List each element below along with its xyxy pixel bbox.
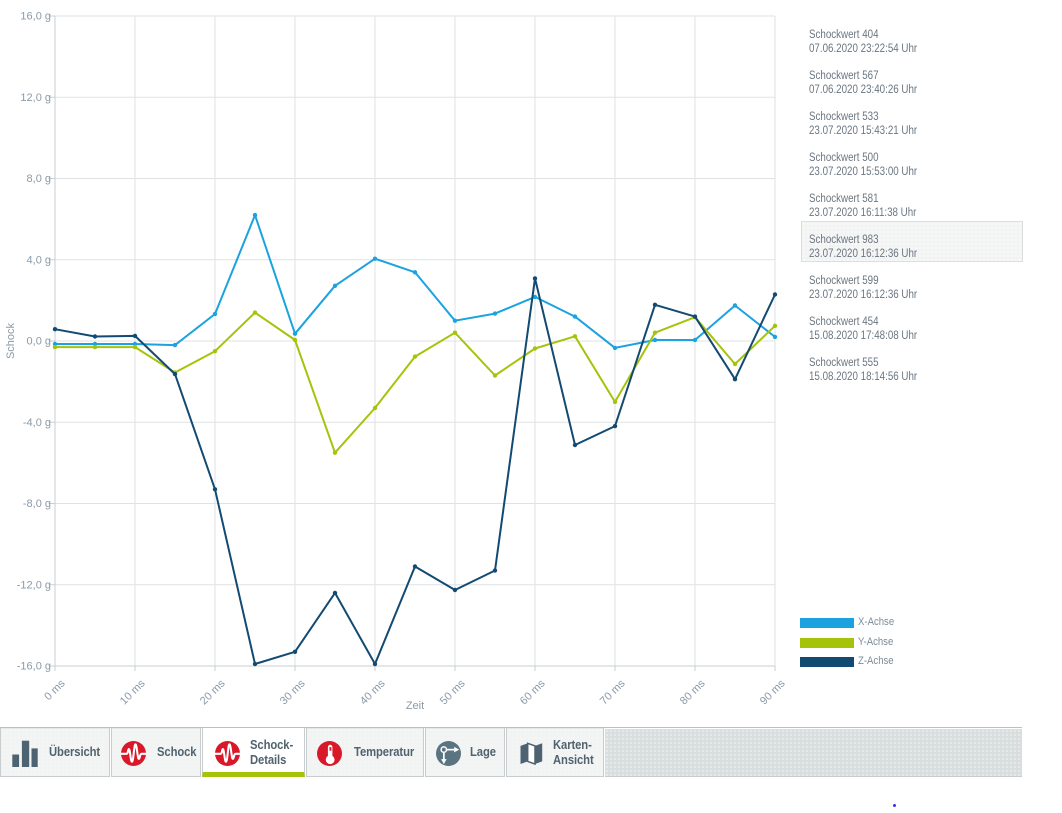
svg-text:50 ms: 50 ms <box>438 677 468 707</box>
svg-text:4,0 g: 4,0 g <box>27 254 51 266</box>
svg-text:20 ms: 20 ms <box>198 677 228 707</box>
svg-text:Schock: Schock <box>5 322 17 359</box>
svg-text:8,0 g: 8,0 g <box>27 173 51 185</box>
svg-text:16,0 g: 16,0 g <box>20 11 51 23</box>
svg-text:80 ms: 80 ms <box>678 677 708 707</box>
svg-text:12,0 g: 12,0 g <box>20 92 51 104</box>
svg-text:Zeit: Zeit <box>406 700 424 712</box>
svg-text:10 ms: 10 ms <box>118 677 148 707</box>
svg-text:-12,0 g: -12,0 g <box>17 579 51 591</box>
svg-text:0,0 g: 0,0 g <box>27 336 51 348</box>
svg-text:70 ms: 70 ms <box>598 677 628 707</box>
svg-text:-4,0 g: -4,0 g <box>23 417 51 429</box>
svg-text:30 ms: 30 ms <box>278 677 308 707</box>
svg-text:60 ms: 60 ms <box>518 677 548 707</box>
svg-text:90 ms: 90 ms <box>758 677 788 707</box>
svg-text:-8,0 g: -8,0 g <box>23 498 51 510</box>
svg-text:-16,0 g: -16,0 g <box>17 661 51 673</box>
svg-text:40 ms: 40 ms <box>358 677 388 707</box>
svg-text:0 ms: 0 ms <box>42 677 68 703</box>
